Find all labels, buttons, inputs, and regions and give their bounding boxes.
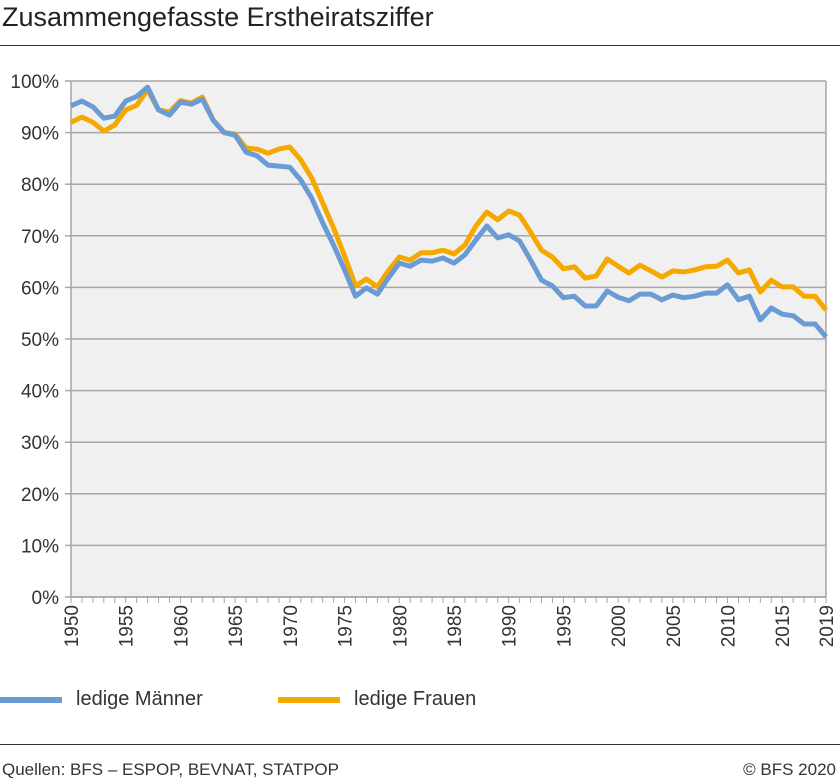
x-tick-label: 1960 xyxy=(171,605,192,647)
y-tick-label: 70% xyxy=(21,227,59,248)
legend-swatch-women xyxy=(278,696,340,703)
y-tick-label: 50% xyxy=(21,330,59,351)
y-tick-label: 90% xyxy=(21,124,59,145)
legend-label-women: ledige Frauen xyxy=(354,688,477,710)
legend-label-men: ledige Männer xyxy=(76,688,203,710)
y-tick-label: 40% xyxy=(21,382,59,403)
x-tick-label: 2015 xyxy=(773,605,794,647)
x-tick-label: 1985 xyxy=(445,605,466,647)
y-tick-label: 100% xyxy=(10,72,59,93)
x-tick-label: 2005 xyxy=(664,605,685,647)
legend-item-men: ledige Männer xyxy=(0,688,203,711)
copyright: © BFS 2020 xyxy=(743,760,836,779)
page-title: Zusammengefasste Erstheiratsziffer xyxy=(2,2,434,32)
footer-divider xyxy=(0,744,840,745)
x-tick-label: 1995 xyxy=(554,605,575,647)
y-tick-label: 60% xyxy=(21,278,59,299)
series-line-men xyxy=(70,84,828,339)
y-tick-label: 20% xyxy=(21,485,59,506)
x-tick-label: 2010 xyxy=(719,605,740,647)
x-tick-label: 1970 xyxy=(281,605,302,647)
title-divider xyxy=(0,45,840,46)
y-tick-label: 80% xyxy=(21,175,59,196)
y-tick-label: 30% xyxy=(21,433,59,454)
x-tick-label: 2000 xyxy=(609,605,630,647)
x-tick-label: 2019 xyxy=(817,605,838,647)
x-tick-label: 1955 xyxy=(117,605,138,647)
y-tick-label: 10% xyxy=(21,536,59,557)
source-note: Quellen: BFS – ESPOP, BEVNAT, STATPOP xyxy=(2,760,339,779)
x-tick-label: 1980 xyxy=(390,605,411,647)
legend-item-women: ledige Frauen xyxy=(278,688,476,711)
x-tick-label: 1950 xyxy=(62,605,83,647)
x-tick-label: 1975 xyxy=(336,605,357,647)
x-tick-label: 1965 xyxy=(226,605,247,647)
x-tick-label: 1990 xyxy=(500,605,521,647)
line-chart: 0% 10% 20% 30% 40% 50% 60% 70% 80% 90% 100% 1950 195… xyxy=(10,72,838,647)
y-tick-label: 0% xyxy=(32,588,60,609)
legend-swatch-men xyxy=(0,696,62,703)
